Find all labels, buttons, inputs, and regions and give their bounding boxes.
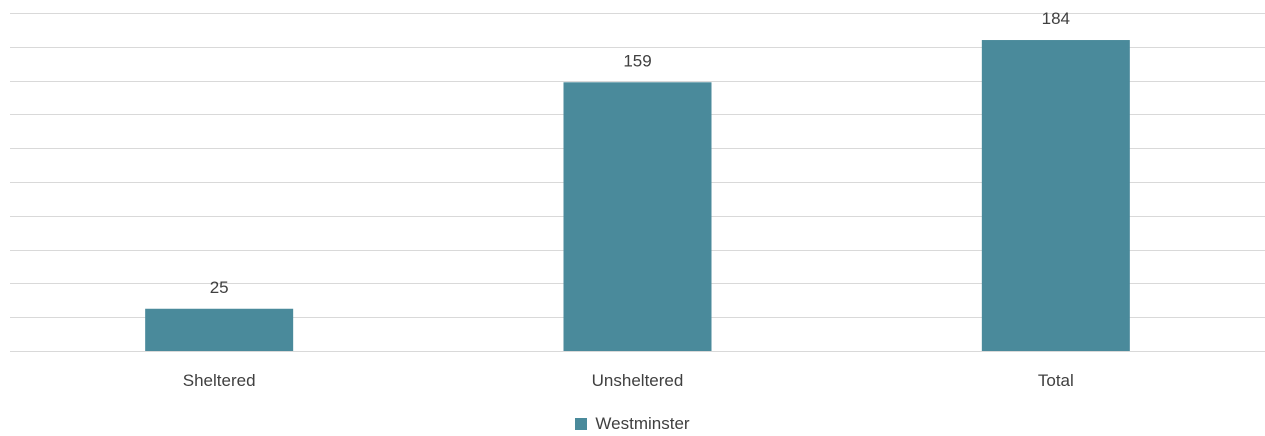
x-tick-label-sheltered: Sheltered (183, 371, 256, 390)
x-tick-label-unsheltered: Unsheltered (592, 371, 684, 390)
bar-unsheltered (563, 82, 712, 351)
bars (145, 40, 1130, 351)
legend-swatch-westminster (575, 418, 588, 430)
x-axis-tick-labels: Sheltered Unsheltered Total (183, 371, 1074, 390)
data-label-total: 184 (1042, 9, 1070, 28)
x-tick-label-total: Total (1038, 371, 1074, 390)
data-labels: 25 159 184 (210, 9, 1070, 297)
bar-sheltered (145, 308, 294, 351)
legend: Westminster (0, 414, 1265, 434)
legend-label-westminster: Westminster (595, 414, 690, 433)
data-label-sheltered: 25 (210, 278, 229, 297)
bar-total (981, 40, 1130, 351)
data-label-unsheltered: 159 (623, 51, 651, 70)
